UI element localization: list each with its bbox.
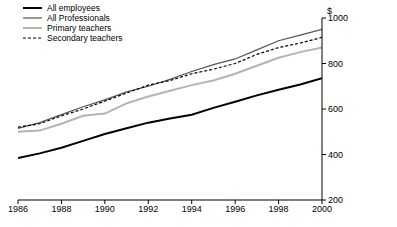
svg-text:1992: 1992 — [138, 204, 158, 214]
html-text:Secondary teachers: Secondary teachers — [47, 33, 123, 43]
svg-text:1000: 1000 — [328, 13, 348, 24]
svg-text:1994: 1994 — [182, 204, 202, 214]
svg-text:600: 600 — [328, 104, 343, 114]
svg-text:1990: 1990 — [95, 204, 115, 214]
html-text:Primary teachers: Primary teachers — [47, 23, 112, 33]
svg-text:1986: 1986 — [8, 204, 28, 214]
svg-text:200: 200 — [328, 195, 343, 205]
svg-text:1996: 1996 — [225, 204, 245, 214]
svg-text:800: 800 — [328, 59, 343, 69]
html-text:All Professionals: All Professionals — [47, 13, 110, 23]
svg-text:400: 400 — [328, 150, 343, 160]
svg-text:1998: 1998 — [269, 204, 289, 214]
html-text:All employees: All employees — [47, 3, 100, 13]
svg-text:1988: 1988 — [51, 204, 71, 214]
svg-text:2000: 2000 — [312, 204, 332, 214]
